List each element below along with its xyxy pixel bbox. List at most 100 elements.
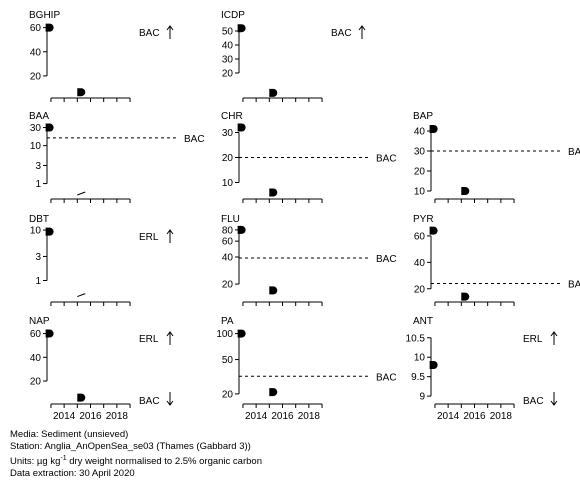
y-tick-label: 10	[414, 187, 426, 198]
y-tick-label: 9.5	[411, 372, 425, 383]
panel-title: FLU	[221, 214, 240, 225]
bottom-reference-label: BAC	[523, 396, 544, 407]
panel-title: PA	[221, 316, 234, 327]
data-point	[237, 225, 246, 234]
y-tick-label: 9	[419, 392, 425, 403]
panel-title: BAP	[413, 111, 433, 122]
panel-title: ICDP	[221, 10, 245, 21]
y-tick-label: 3	[35, 252, 41, 263]
data-point	[45, 123, 54, 132]
down-arrow-icon	[550, 392, 558, 406]
data-point	[429, 361, 438, 369]
panel-chr: CHR 10 20 30 BAC	[221, 111, 397, 203]
panel-bap: BAP 10 20 30 40 BAC	[413, 111, 580, 203]
panel-dbt: DBT 1 3 10 ERL	[29, 214, 174, 306]
trend-segment	[77, 191, 86, 196]
panel-title: PYR	[413, 214, 434, 225]
y-tick-label: 3	[35, 161, 41, 172]
y-tick-label: 40	[414, 127, 426, 138]
y-tick-label: 40	[414, 258, 426, 269]
data-point	[237, 24, 246, 33]
reference-label: BAC	[184, 134, 205, 145]
data-point	[77, 393, 86, 402]
units-prefix: Units: µg kg	[10, 456, 61, 468]
data-point	[45, 23, 54, 32]
data-point	[77, 88, 86, 97]
y-tick-label: 10	[30, 226, 42, 237]
footer-units: Units: µg kg-1 dry weight normalised to …	[10, 453, 262, 468]
up-arrow-icon	[166, 229, 174, 243]
y-tick-label: 40	[222, 41, 234, 52]
reference-label: BAC	[376, 254, 397, 265]
data-point	[461, 187, 470, 195]
y-tick-label: 20	[222, 389, 234, 400]
x-tick-label: 2016	[463, 411, 486, 422]
footer-extraction: Data extraction: 30 April 2020	[10, 468, 135, 480]
panel-title: BAA	[29, 111, 49, 122]
panel-nap: NAP 20 40 60 2014 2016 2018 ERL BAC	[29, 316, 174, 422]
units-superscript: -1	[60, 455, 67, 462]
trend-segment	[77, 293, 86, 298]
y-tick-label: 20	[414, 284, 426, 295]
y-tick-label: 50	[222, 27, 234, 38]
y-tick-label: 60	[222, 237, 234, 248]
y-tick-label: 30	[222, 128, 234, 139]
panel-baa: BAA 1 3 10 30 BAC	[29, 111, 205, 203]
y-tick-label: 80	[222, 225, 234, 236]
footer-station: Station: Anglia_AnOpenSea_se03 (Thames (…	[10, 441, 251, 452]
data-point	[429, 125, 438, 133]
panel-title: NAP	[29, 316, 50, 327]
data-point	[429, 226, 438, 235]
data-point	[45, 227, 54, 236]
data-point	[269, 188, 278, 197]
reference-label: BAC	[376, 154, 397, 165]
data-point	[269, 286, 278, 295]
y-tick-label: 10.5	[406, 333, 426, 344]
data-point	[237, 329, 246, 338]
panel-icdp: ICDP 20 30 40 50 BAC	[221, 10, 366, 102]
up-arrow-icon	[166, 25, 174, 39]
data-point	[269, 388, 278, 397]
y-tick-label: 1	[35, 179, 41, 190]
x-tick-label: 2018	[490, 411, 513, 422]
data-point	[237, 123, 246, 132]
data-point	[269, 88, 278, 97]
reference-label: ERL	[139, 334, 159, 345]
y-tick-label: 100	[216, 329, 233, 340]
reference-label: BAC	[568, 279, 580, 290]
panel-title: ANT	[413, 316, 433, 327]
panel-title: BGHIP	[29, 10, 60, 21]
panel-bghip: BGHIP 20 40 60 BAC	[29, 10, 174, 102]
data-point	[461, 292, 470, 301]
up-arrow-icon	[358, 25, 366, 39]
reference-label: ERL	[523, 334, 543, 345]
y-tick-label: 30	[222, 55, 234, 66]
y-tick-label: 40	[222, 252, 234, 263]
y-tick-label: 20	[222, 280, 234, 291]
reference-label: BAC	[376, 372, 397, 383]
reference-label: BAC	[139, 28, 160, 39]
reference-label: ERL	[139, 232, 159, 243]
reference-label: BAC	[568, 147, 580, 158]
y-tick-label: 60	[30, 23, 42, 34]
reference-label: BAC	[331, 28, 352, 39]
up-arrow-icon	[166, 331, 174, 345]
y-tick-label: 1	[35, 276, 41, 287]
x-tick-label: 2014	[53, 411, 76, 422]
x-tick-label: 2018	[298, 411, 321, 422]
y-tick-label: 30	[414, 147, 426, 158]
data-point	[45, 329, 54, 338]
x-tick-label: 2014	[245, 411, 268, 422]
panel-ant: ANT 9 9.5 10 10.5 2014 2016 2018 ERL BAC	[406, 316, 558, 422]
x-tick-label: 2016	[79, 411, 102, 422]
panel-pyr: PYR 20 40 60 BAC	[413, 214, 580, 306]
y-tick-label: 40	[30, 47, 42, 58]
y-tick-label: 60	[414, 231, 426, 242]
y-tick-label: 30	[30, 123, 42, 134]
x-tick-label: 2014	[437, 411, 460, 422]
y-tick-label: 20	[414, 167, 426, 178]
panel-pa: PA 20 50 100 2014 2016 2018 BAC	[216, 316, 396, 422]
x-tick-label: 2016	[271, 411, 294, 422]
